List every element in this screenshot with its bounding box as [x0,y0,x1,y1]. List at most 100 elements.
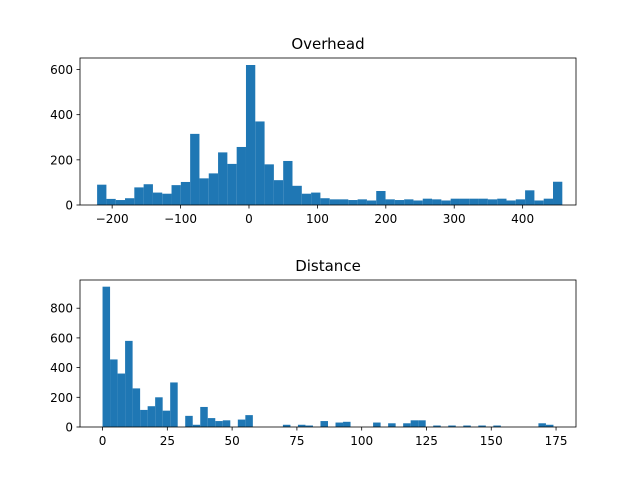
overhead-x-tick-label: −100 [164,212,197,226]
distance-histogram-bar [215,421,223,427]
overhead-histogram-bar [525,190,535,205]
overhead-histogram-bar [199,178,209,205]
overhead-histogram-bar [394,200,405,205]
distance-x-tick-label: 100 [350,434,373,448]
overhead-histogram-bar [385,199,395,205]
distance-histogram-bar [538,423,546,427]
overhead-histogram-bar [543,198,554,205]
overhead-y-tick-label: 200 [50,153,73,167]
overhead-histogram-bar [506,200,516,205]
overhead-histogram-bar [218,152,228,205]
distance-histogram-bar [102,286,111,427]
overhead-histogram-bar [97,184,107,205]
distance-histogram-bar [132,388,141,427]
overhead-histogram-bar [190,133,200,205]
overhead-histogram-bar [134,187,144,205]
distance-x-tick-label: 0 [99,434,107,448]
distance-histogram-bar [147,406,156,427]
distance-histogram-bar [433,425,441,427]
distance-ticks: 0 25 50 75 100 125 150 175 0 200 400 600 800 [50,302,567,448]
distance-subplot: Distance 0 25 50 75 100 125 150 175 0 200 400 600 80… [50,257,577,448]
overhead-histogram-bar [245,65,256,205]
overhead-histogram-bar [311,192,321,205]
overhead-histogram-bar [292,185,302,205]
overhead-histogram-bar [329,199,340,205]
distance-histogram-bar [200,406,208,427]
distance-histogram-bar [373,422,381,427]
distance-y-tick-label: 800 [50,302,73,316]
distance-histogram-bar [117,373,126,427]
overhead-histogram-bar [553,181,563,205]
overhead-histogram-bar [171,185,181,205]
overhead-histogram-bar [441,200,451,205]
distance-histogram-bar [418,420,426,427]
overhead-y-tick-label: 0 [65,199,73,213]
distance-histogram-bar [335,422,344,427]
overhead-histogram-bar [208,173,219,205]
overhead-histogram-bar [283,160,293,205]
overhead-histogram-bar [264,164,274,205]
distance-x-tick-label: 125 [415,434,438,448]
overhead-x-tick-label: 200 [374,212,397,226]
overhead-histogram-bar [459,198,470,205]
distance-y-tick-label: 600 [50,331,73,345]
overhead-histogram-bar [106,198,116,205]
overhead-ticks: −200 −100 0 100 200 300 400 0 200 400 600 [50,63,534,226]
overhead-histogram-bar [115,200,126,205]
overhead-histogram-bar [376,191,386,205]
overhead-histogram-bar [162,193,172,205]
overhead-histogram-bar [534,200,544,205]
distance-bars [102,286,554,427]
overhead-subplot: Overhead −200 −100 0 100 200 300 400 0 200 400 600 [50,35,577,226]
distance-histogram-bar [448,425,456,427]
overhead-histogram-bar [469,198,479,205]
overhead-histogram-bar [413,200,423,205]
distance-axes-frame [79,279,577,428]
distance-histogram-bar [140,409,148,427]
overhead-histogram-bar [422,198,433,205]
distance-histogram-bar [222,420,231,427]
distance-histogram-bar [282,424,291,427]
distance-histogram-bar [403,423,411,427]
distance-y-tick-label: 0 [65,421,73,435]
distance-y-tick-label: 400 [50,361,73,375]
distance-histogram-bar [185,415,193,427]
overhead-title: Overhead [291,35,364,53]
overhead-axes-frame [79,57,577,206]
overhead-histogram-bar [125,198,135,205]
overhead-x-tick-label: 100 [306,212,329,226]
distance-x-tick-label: 75 [289,434,304,448]
overhead-histogram-bar [432,199,442,205]
overhead-x-tick-label: 300 [443,212,466,226]
overhead-histogram-bar [497,198,507,205]
overhead-histogram-bar [515,199,526,205]
overhead-bars [97,65,563,205]
distance-histogram-bar [493,425,501,427]
distance-histogram-bar [545,424,554,427]
overhead-histogram-bar [450,198,460,205]
distance-histogram-bar [388,423,396,427]
distance-histogram-bar [463,425,471,427]
distance-histogram-bar [305,425,313,427]
overhead-histogram-bar [273,180,284,205]
overhead-histogram-bar [348,200,358,205]
overhead-histogram-bar [357,199,367,205]
distance-histogram-bar [343,421,351,427]
overhead-histogram-bar [339,199,349,205]
distance-histogram-bar [125,340,133,427]
distance-histogram-bar [410,420,419,427]
overhead-y-tick-label: 400 [50,108,73,122]
distance-x-tick-label: 25 [160,434,175,448]
overhead-histogram-bar [487,199,498,205]
overhead-histogram-bar [143,184,153,205]
overhead-x-tick-label: 0 [245,212,253,226]
distance-histogram-bar [162,410,171,427]
distance-histogram-bar [320,421,328,427]
distance-histogram-bar [297,424,306,427]
distance-histogram-bar [237,419,246,427]
distance-histogram-bar [155,397,163,427]
overhead-histogram-bar [255,121,265,205]
distance-histogram-bar [478,425,486,427]
